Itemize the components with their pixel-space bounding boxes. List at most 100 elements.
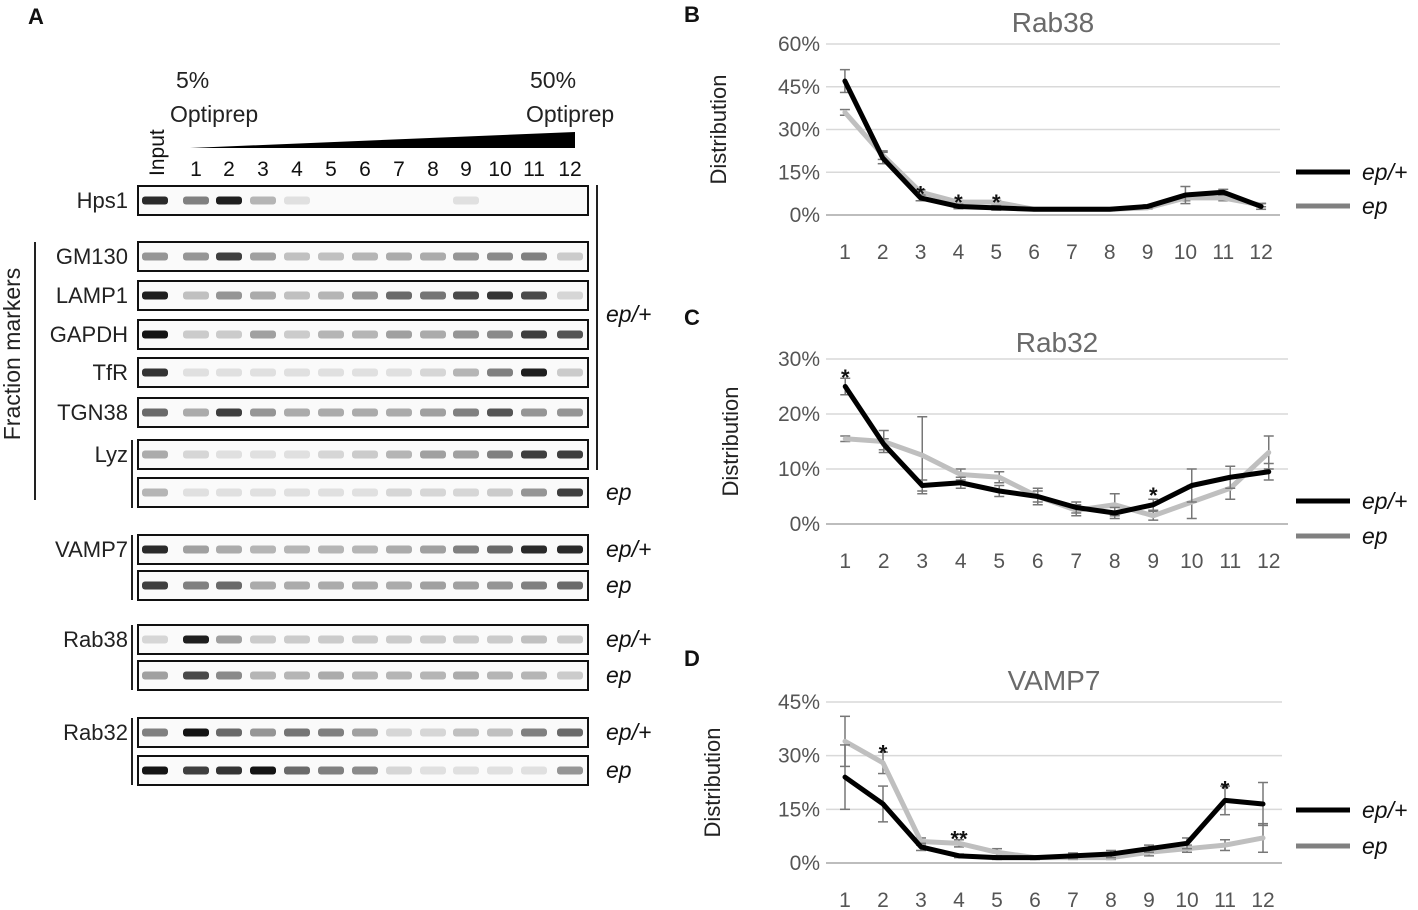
x-tick-label: 6 — [1028, 241, 1040, 264]
blot-band — [420, 545, 446, 554]
blot-band — [250, 291, 276, 300]
significance-marker: * — [992, 190, 1001, 215]
panel-letter: C — [684, 305, 700, 330]
blot-band — [183, 728, 209, 737]
x-tick-label: 10 — [1180, 550, 1203, 573]
lane-number: 7 — [393, 158, 405, 181]
y-tick-label: 0% — [790, 513, 820, 536]
blot-band — [557, 488, 583, 497]
blot-band — [142, 368, 168, 377]
significance-marker: * — [841, 365, 850, 390]
blot-band — [216, 252, 242, 261]
x-tick-label: 2 — [877, 889, 889, 910]
x-tick-label: 4 — [953, 889, 965, 910]
x-tick-label: 6 — [1032, 550, 1044, 573]
blot-band — [183, 766, 209, 775]
blot-band — [521, 408, 547, 417]
blot-band — [142, 671, 168, 680]
blot-band — [521, 368, 547, 377]
x-tick-label: 3 — [915, 241, 927, 264]
x-tick-label: 12 — [1257, 550, 1280, 573]
blot-band — [318, 766, 344, 775]
fraction-markers-label: Fraction markers — [0, 268, 25, 441]
blot-band — [318, 671, 344, 680]
blot-band — [352, 368, 378, 377]
blot-band — [216, 635, 242, 644]
x-tick-label: 11 — [1212, 241, 1234, 264]
x-tick-label: 1 — [839, 241, 851, 264]
blot-row: TfR — [93, 357, 589, 388]
marker-genotype-label: ep/+ — [606, 301, 651, 327]
blot-band — [142, 545, 168, 554]
x-tick-label: 1 — [839, 550, 851, 573]
blot-band — [386, 635, 412, 644]
blot-band — [216, 488, 242, 497]
blot-band — [352, 450, 378, 459]
blot-band — [420, 450, 446, 459]
blot-band — [420, 408, 446, 417]
blot-band — [284, 196, 310, 205]
blot-band — [521, 545, 547, 554]
series-line — [842, 738, 1266, 861]
blot-band — [521, 330, 547, 339]
blot-band — [420, 671, 446, 680]
blot-band — [453, 291, 479, 300]
blot-band — [557, 408, 583, 417]
legend-label: ep/+ — [1362, 488, 1407, 514]
legend-label: ep — [1362, 523, 1388, 549]
blot-band — [420, 330, 446, 339]
blot-band — [183, 635, 209, 644]
blot-row: GAPDH — [50, 319, 589, 350]
blot-band — [453, 766, 479, 775]
x-tick-label: 11 — [1214, 889, 1236, 910]
blot-band — [521, 581, 547, 590]
y-tick-label: 0% — [790, 852, 820, 875]
x-tick-label: 9 — [1147, 550, 1159, 573]
series-ep-plus — [840, 744, 1268, 861]
blot-strip — [137, 185, 589, 216]
legend-label: ep — [1362, 193, 1388, 219]
lane-number: 9 — [460, 158, 472, 181]
blot-row: TGN38 — [57, 397, 589, 428]
blot-band — [250, 671, 276, 680]
blot-band — [453, 635, 479, 644]
x-tick-label: 1 — [839, 889, 851, 910]
x-tick-label: 7 — [1066, 241, 1078, 264]
blot-band — [352, 291, 378, 300]
blot-band — [216, 728, 242, 737]
legend-label: ep/+ — [1362, 159, 1407, 185]
blot-row-label: Hps1 — [77, 188, 128, 213]
blot-band — [453, 408, 479, 417]
gradient-start-label: Optiprep — [170, 101, 258, 127]
x-tick-label: 3 — [916, 550, 928, 573]
x-tick-label: 5 — [993, 550, 1005, 573]
blot-band — [420, 368, 446, 377]
blot-band — [487, 252, 513, 261]
blot-band — [183, 368, 209, 377]
x-tick-label: 3 — [915, 889, 927, 910]
blot-band — [557, 330, 583, 339]
blot-row: Lyz — [95, 439, 589, 470]
blot-row-label: Rab32 — [63, 720, 128, 745]
blot-band — [250, 766, 276, 775]
blot-band — [352, 488, 378, 497]
blot-band — [386, 545, 412, 554]
blot-band — [318, 330, 344, 339]
blot-band — [521, 728, 547, 737]
blot-band — [487, 671, 513, 680]
x-tick-label: 11 — [1219, 550, 1241, 573]
blot-band — [216, 581, 242, 590]
blot-band — [250, 252, 276, 261]
blot-band — [183, 196, 209, 205]
blot-band — [318, 635, 344, 644]
x-tick-label: 9 — [1143, 889, 1155, 910]
series-ep-plus — [840, 377, 1274, 520]
blot-band — [352, 728, 378, 737]
x-tick-label: 8 — [1105, 889, 1117, 910]
blot-band — [487, 728, 513, 737]
blot-band — [453, 728, 479, 737]
blot-band — [250, 330, 276, 339]
lane-number: 4 — [291, 158, 303, 181]
blot-band — [183, 545, 209, 554]
panel-letter: B — [684, 2, 700, 27]
